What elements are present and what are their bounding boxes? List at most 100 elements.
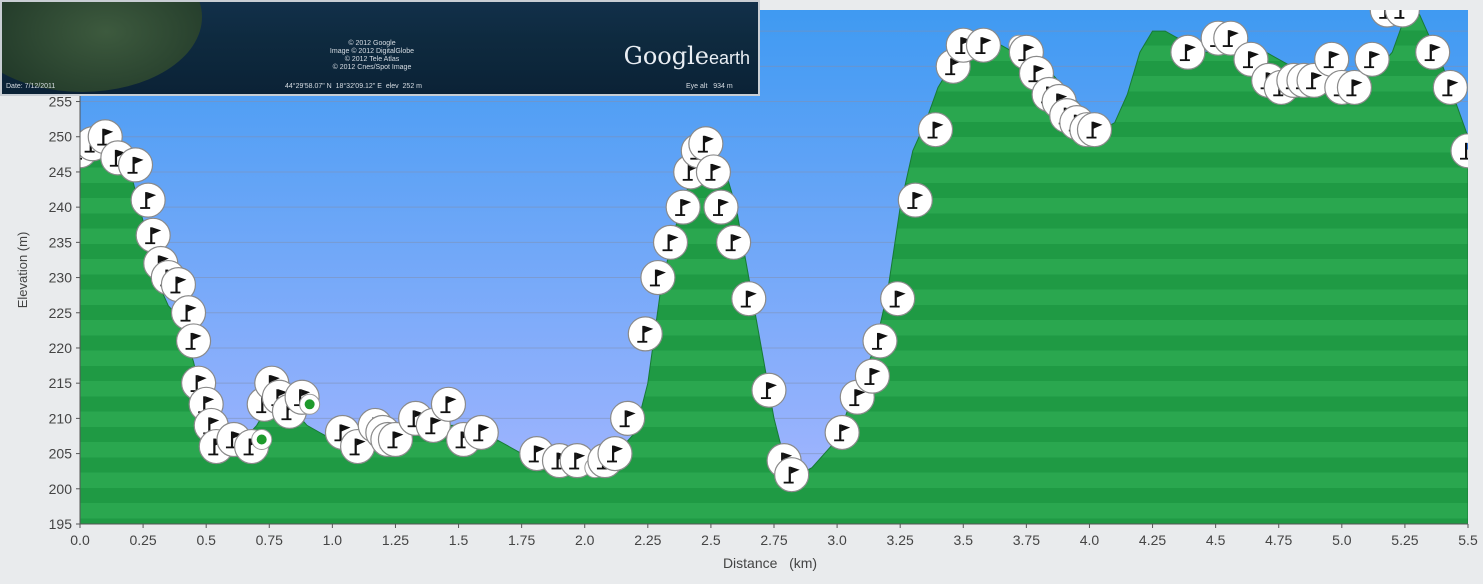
x-tick-label: 2.75 xyxy=(760,532,787,548)
flag-pole xyxy=(574,452,577,469)
flag-icon xyxy=(1035,65,1045,73)
flag-pole xyxy=(208,417,211,434)
flag-base xyxy=(690,157,701,160)
flag-pole xyxy=(1465,142,1468,159)
flag-base xyxy=(1306,87,1317,90)
waypoint-flag-marker xyxy=(175,323,212,359)
flag-icon xyxy=(790,466,800,474)
flag-base xyxy=(713,214,724,216)
y-tick-label: 195 xyxy=(49,516,73,532)
flag-pole xyxy=(932,121,935,138)
marker-circle xyxy=(1076,112,1113,148)
flag-icon xyxy=(669,234,679,242)
flag-pole xyxy=(145,192,148,209)
flag-base xyxy=(955,52,966,55)
waypoint-flag-marker xyxy=(1170,34,1206,70)
x-tick-label: 0.75 xyxy=(256,532,283,548)
waypoint-flag-marker xyxy=(880,281,916,317)
x-tick-label: 5.5 xyxy=(1458,532,1478,548)
copyright-line: © 2012 Tele Atlas xyxy=(344,56,400,63)
flag-pole xyxy=(248,438,251,455)
flag-pole xyxy=(624,410,627,427)
flag-pole xyxy=(299,389,302,406)
flag-pole xyxy=(854,389,857,406)
flag-icon xyxy=(278,389,288,397)
flag-base xyxy=(607,460,618,463)
flag-icon xyxy=(210,417,220,425)
flag-pole xyxy=(102,128,105,145)
x-tick-label: 1.75 xyxy=(508,532,535,548)
flag-base xyxy=(569,467,580,470)
waypoint-flag-marker xyxy=(965,27,1002,63)
flag-base xyxy=(243,453,254,456)
flag-base xyxy=(1379,17,1390,19)
flag-icon xyxy=(480,424,490,432)
x-tick-label: 3.25 xyxy=(887,532,914,548)
flag-pole xyxy=(460,431,463,448)
flag-base xyxy=(145,242,156,245)
flag-icon xyxy=(192,332,202,340)
y-tick-label: 240 xyxy=(49,199,73,215)
flag-icon xyxy=(159,255,169,263)
flag-icon xyxy=(1249,51,1259,59)
marker-circle xyxy=(731,281,767,317)
marker-circle xyxy=(716,224,752,260)
flag-base xyxy=(783,481,794,484)
y-tick-label: 220 xyxy=(49,340,73,356)
flag-icon xyxy=(341,424,351,432)
flag-pole xyxy=(1328,51,1331,68)
flag-icon xyxy=(104,128,114,136)
flag-pole xyxy=(894,290,897,307)
x-tick-label: 3.75 xyxy=(1013,532,1040,548)
flag-pole xyxy=(195,375,198,392)
flag-icon xyxy=(767,382,777,390)
flag-pole xyxy=(1033,65,1036,82)
marker-circle xyxy=(463,414,499,451)
flag-base xyxy=(185,347,196,350)
flag-icon xyxy=(270,375,280,383)
flag-icon xyxy=(914,192,924,200)
marker-circle xyxy=(854,358,891,394)
flag-pole xyxy=(190,332,193,349)
flag-base xyxy=(334,439,345,442)
waypoint-flag-marker xyxy=(130,182,166,218)
y-tick-label: 225 xyxy=(49,305,73,321)
waypoint-flag-marker xyxy=(117,147,154,183)
y-tick-label: 250 xyxy=(49,129,73,145)
copyright-line: © 2012 Cnes/Spot Image xyxy=(332,64,412,71)
marker-circle xyxy=(597,435,633,472)
flag-pole xyxy=(702,135,706,152)
waypoint-flag-marker xyxy=(688,126,724,162)
flag-base xyxy=(473,439,484,442)
flag-icon xyxy=(1330,51,1340,59)
flag-base xyxy=(294,404,305,407)
waypoint-dot-center xyxy=(304,399,315,410)
flag-base xyxy=(208,453,219,456)
flag-pole xyxy=(339,424,342,441)
flag-base xyxy=(180,319,191,322)
waypoint-flag-marker xyxy=(854,358,891,394)
x-tick-label: 0.5 xyxy=(196,532,216,548)
flag-pole xyxy=(654,269,658,286)
flag-base xyxy=(109,164,120,167)
flag-base xyxy=(864,383,875,385)
flag-icon xyxy=(187,304,197,312)
flag-base xyxy=(1018,59,1029,62)
x-tick-label: 3.5 xyxy=(954,532,974,548)
flag-pole xyxy=(1091,121,1094,138)
x-tick-label: 4.0 xyxy=(1080,532,1100,548)
y-tick-label: 205 xyxy=(49,446,73,462)
flag-pole xyxy=(745,290,748,307)
flag-icon xyxy=(841,424,851,432)
flag-icon xyxy=(1093,121,1103,129)
flag-base xyxy=(440,411,451,414)
flag-pole xyxy=(175,276,178,293)
inset-date: Date: 7/12/2011 xyxy=(6,83,56,90)
marker-circle xyxy=(703,189,739,225)
flag-base xyxy=(140,207,151,209)
flag-base xyxy=(619,425,630,428)
flag-icon xyxy=(878,332,888,340)
flag-base xyxy=(596,467,607,470)
flag-base xyxy=(1460,157,1468,160)
